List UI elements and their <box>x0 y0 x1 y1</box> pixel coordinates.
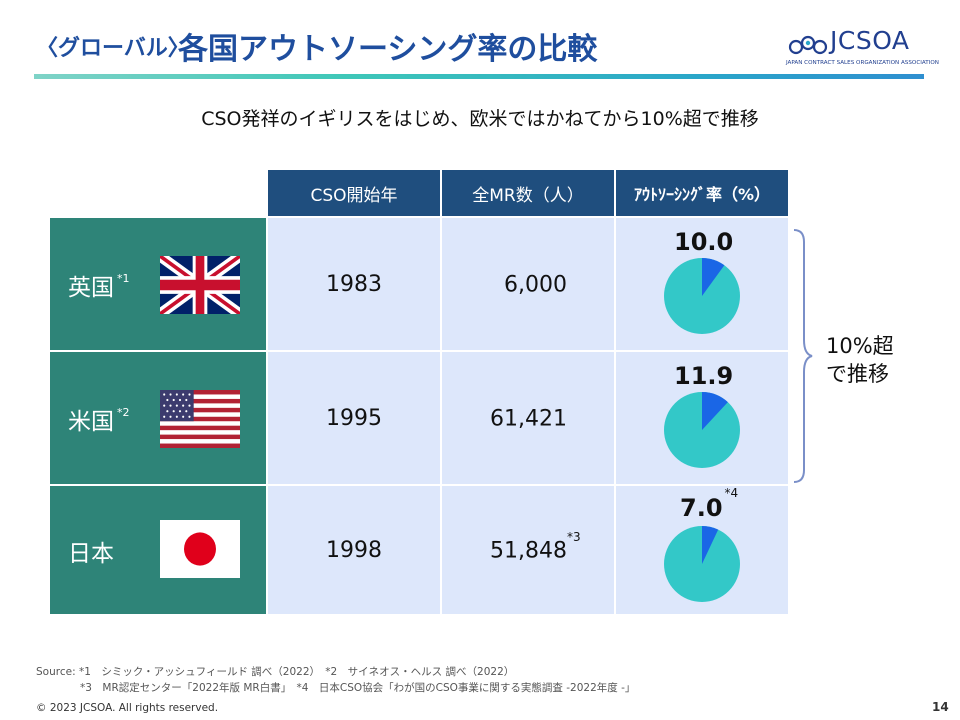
jcsoa-logo-icon <box>788 35 828 55</box>
us-flag-icon <box>160 390 240 448</box>
cell-us-start-year: 1995 <box>268 352 440 484</box>
cell-japan-rate: 7.0*4 <box>616 486 788 614</box>
cell-us-rate: 11.9 <box>616 352 788 484</box>
page-number: 14 <box>932 700 949 714</box>
header-underline <box>34 74 924 79</box>
rate-label: 11.9 <box>674 362 734 390</box>
title-prefix: 〈グローバル〉 <box>36 36 190 61</box>
rate-label: 7.0*4 <box>680 486 739 522</box>
subtitle: CSO発祥のイギリスをはじめ、欧米ではかねてから10%超で推移 <box>201 108 759 130</box>
cell-japan-start-year: 1998 <box>268 486 440 614</box>
country-label: 米国 *2 <box>68 406 130 435</box>
logo-subtext: JAPAN CONTRACT SALES ORGANIZATION ASSOCI… <box>786 60 939 66</box>
column-header-outsourcing-rate: ｱｳﾄｿｰｼﾝｸﾞ率（%） <box>616 170 788 216</box>
cell-us-mr-count: 61,421 <box>442 352 614 484</box>
copyright: © 2023 JCSOA. All rights reserved. <box>36 702 219 714</box>
pie-chart-uk <box>664 258 740 334</box>
pie-slice-outsourcing <box>702 258 725 296</box>
pie-slice-outsourcing <box>702 526 719 564</box>
row-header-uk: 英国 *1 <box>50 218 266 350</box>
curly-brace <box>793 229 813 483</box>
cell-uk-mr-count: 6,000 <box>442 218 614 350</box>
row-header-us: 米国 *2 <box>50 352 266 484</box>
column-header-start-year: CSO開始年 <box>268 170 440 216</box>
country-label: 日本 <box>68 541 114 567</box>
pie-chart-us <box>664 392 740 468</box>
uk-flag-icon <box>160 256 240 314</box>
japan-flag-icon <box>160 520 240 578</box>
source-note-line1: Source: *1 シミック・アッシュフィールド 調べ（2022） *2 サイ… <box>36 666 515 678</box>
column-header-mr-count: 全MR数（人） <box>442 170 614 216</box>
rate-label: 10.0 <box>674 228 734 256</box>
logo-text: JCSOA <box>830 26 910 55</box>
source-note-line2: *3 MR認定センター「2022年版 MR白書」 *4 日本CSO協会「わが国の… <box>80 682 636 694</box>
page-title: 各国アウトソーシング率の比較 <box>178 32 598 67</box>
cell-japan-mr-count: 51,848*3 <box>442 486 614 614</box>
cell-uk-rate: 10.0 <box>616 218 788 350</box>
row-header-japan: 日本 <box>50 486 266 614</box>
pie-slice-outsourcing <box>702 392 728 430</box>
cell-uk-start-year: 1983 <box>268 218 440 350</box>
brace-label: 10%超 で推移 <box>826 334 894 386</box>
pie-chart-japan <box>664 526 740 602</box>
country-label: 英国 *1 <box>68 272 130 301</box>
